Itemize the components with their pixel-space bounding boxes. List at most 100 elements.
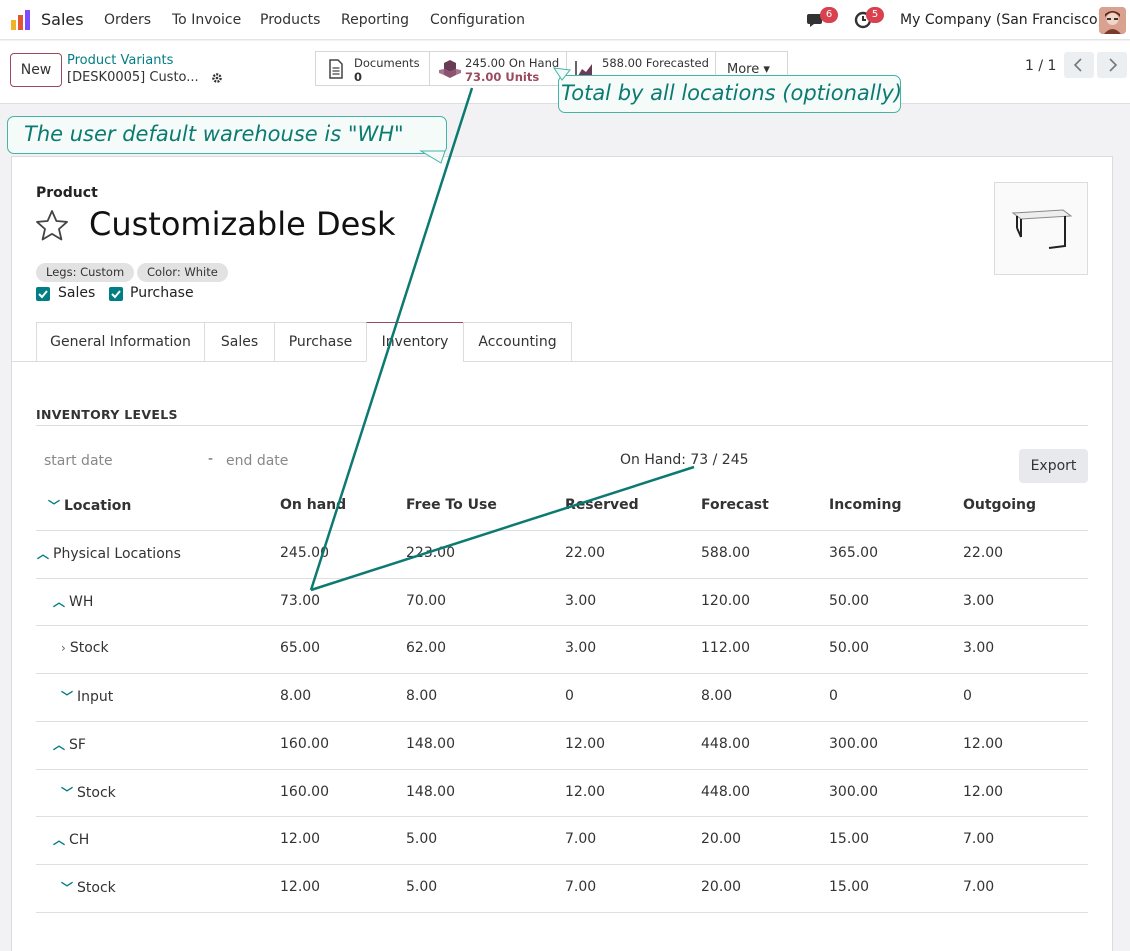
tab-general-information[interactable]: General Information <box>36 322 205 362</box>
chevron-up-icon[interactable]: ︿ <box>53 737 66 752</box>
cell-on-hand: 245.00 <box>280 545 329 561</box>
cell-reserved: 0 <box>565 688 574 705</box>
app-name[interactable]: Sales <box>41 10 84 29</box>
chevron-right-icon <box>1109 58 1118 72</box>
menu-products[interactable]: Products <box>260 12 321 28</box>
chevron-up-icon[interactable]: ︿ <box>53 594 66 609</box>
location-name: WH <box>69 593 94 610</box>
chevron-down-icon[interactable]: ﹀ <box>61 880 74 895</box>
location-name: SF <box>69 736 86 753</box>
chevron-down-icon[interactable]: ﹀ <box>61 785 74 800</box>
start-date-input[interactable]: start date <box>44 453 113 469</box>
sales-app-icon[interactable] <box>10 9 32 31</box>
location-row-wh-input[interactable]: ﹀ Input <box>61 688 113 705</box>
header-location[interactable]: ﹀ Location <box>48 497 131 514</box>
chevron-up-icon[interactable]: ︿ <box>53 833 66 848</box>
export-button[interactable]: Export <box>1019 449 1088 483</box>
cell-outgoing: 0 <box>963 688 972 705</box>
cell-incoming: 15.00 <box>829 831 870 848</box>
breadcrumb-current-record: [DESK0005] Custo... <box>67 70 199 85</box>
new-button[interactable]: New <box>10 53 62 87</box>
pager-previous[interactable] <box>1064 52 1094 78</box>
star-icon[interactable] <box>35 209 69 243</box>
tab-accounting[interactable]: Accounting <box>463 322 572 362</box>
inventory-levels-title: INVENTORY LEVELS <box>36 407 178 422</box>
location-row-sf[interactable]: ︿ SF <box>53 736 86 753</box>
cell-outgoing: 12.00 <box>963 783 1004 800</box>
check-icon <box>38 290 48 299</box>
cell-reserved: 7.00 <box>565 878 597 895</box>
documents-count: 0 <box>354 70 363 84</box>
location-name: Input <box>77 689 114 706</box>
location-row-ch[interactable]: ︿ CH <box>53 831 89 848</box>
location-name: Stock <box>77 879 116 896</box>
location-row-wh-stock[interactable]: › Stock <box>61 640 109 656</box>
cell-reserved: 22.00 <box>565 545 606 561</box>
cell-incoming: 0 <box>829 688 838 705</box>
date-range-separator: - <box>208 451 214 467</box>
product-name[interactable]: Customizable Desk <box>89 205 396 243</box>
annotation-default-warehouse: The user default warehouse is "WH" <box>7 116 447 154</box>
chevron-right-icon[interactable]: › <box>61 641 66 656</box>
cell-free-to-use: 70.00 <box>406 592 447 609</box>
cell-free-to-use: 8.00 <box>406 688 438 705</box>
row-divider <box>36 625 1088 627</box>
desk-image <box>1011 209 1073 249</box>
documents-smart-button[interactable]: Documents 0 <box>315 51 430 86</box>
sales-checkbox[interactable] <box>36 287 50 301</box>
location-row-sf-stock[interactable]: ﹀ Stock <box>61 784 116 801</box>
chat-icon[interactable] <box>806 10 826 30</box>
menu-configuration[interactable]: Configuration <box>430 12 525 28</box>
tab-inventory[interactable]: Inventory <box>366 322 464 362</box>
header-reserved: Reserved <box>565 497 639 513</box>
location-row-wh[interactable]: ︿ WH <box>53 593 93 610</box>
cell-forecast: 120.00 <box>701 592 750 609</box>
location-row-ch-stock[interactable]: ﹀ Stock <box>61 879 116 896</box>
annotation-total-locations: Total by all locations (optionally) <box>558 75 902 113</box>
company-switcher[interactable]: My Company (San Francisco) <box>900 12 1103 28</box>
tab-purchase[interactable]: Purchase <box>274 322 367 362</box>
cell-free-to-use: 62.00 <box>406 640 447 657</box>
cell-outgoing: 3.00 <box>963 592 995 609</box>
document-icon <box>329 59 343 79</box>
on-hand-smart-button[interactable]: 245.00 On Hand 73.00 Units <box>429 51 567 86</box>
pager-next[interactable] <box>1097 52 1127 78</box>
row-divider <box>36 768 1088 770</box>
cell-free-to-use: 148.00 <box>406 735 455 752</box>
purchase-checkbox[interactable] <box>109 287 123 301</box>
menu-reporting[interactable]: Reporting <box>341 12 410 28</box>
user-avatar[interactable] <box>1099 7 1126 34</box>
row-divider <box>36 530 1088 531</box>
chevron-up-icon[interactable]: ︿ <box>37 547 50 561</box>
messages-badge: 6 <box>820 7 838 23</box>
cell-incoming: 365.00 <box>829 545 878 561</box>
cell-free-to-use: 5.00 <box>406 878 438 895</box>
row-divider <box>36 673 1088 675</box>
pager-counter[interactable]: 1 / 1 <box>1025 58 1057 74</box>
cell-incoming: 50.00 <box>829 592 870 609</box>
on-hand-units: 73.00 Units <box>465 70 540 84</box>
header-incoming: Incoming <box>829 497 902 513</box>
cell-incoming: 300.00 <box>829 735 878 752</box>
cell-reserved: 12.00 <box>565 735 606 752</box>
product-label: Product <box>36 185 98 201</box>
product-image[interactable] <box>994 182 1088 275</box>
sales-checkbox-label: Sales <box>58 285 96 301</box>
location-name: Physical Locations <box>53 546 181 562</box>
chevron-down-icon[interactable]: ﹀ <box>61 690 74 705</box>
menu-to-invoice[interactable]: To Invoice <box>172 12 242 28</box>
inventory-title-divider <box>36 425 1088 426</box>
cell-on-hand: 12.00 <box>280 878 321 895</box>
cell-incoming: 50.00 <box>829 640 870 657</box>
menu-orders[interactable]: Orders <box>104 12 152 28</box>
gear-icon[interactable] <box>211 72 223 84</box>
forecasted-label: 588.00 Forecasted <box>602 56 709 70</box>
location-name: CH <box>69 832 90 849</box>
chevron-left-icon <box>1073 58 1082 72</box>
cell-incoming: 15.00 <box>829 878 870 895</box>
cell-outgoing: 7.00 <box>963 831 995 848</box>
end-date-input[interactable]: end date <box>226 453 289 469</box>
location-row-physical-locations[interactable]: ︿ Physical Locations <box>37 545 181 562</box>
breadcrumb-product-variants[interactable]: Product Variants <box>67 53 174 68</box>
tab-sales[interactable]: Sales <box>204 322 275 362</box>
